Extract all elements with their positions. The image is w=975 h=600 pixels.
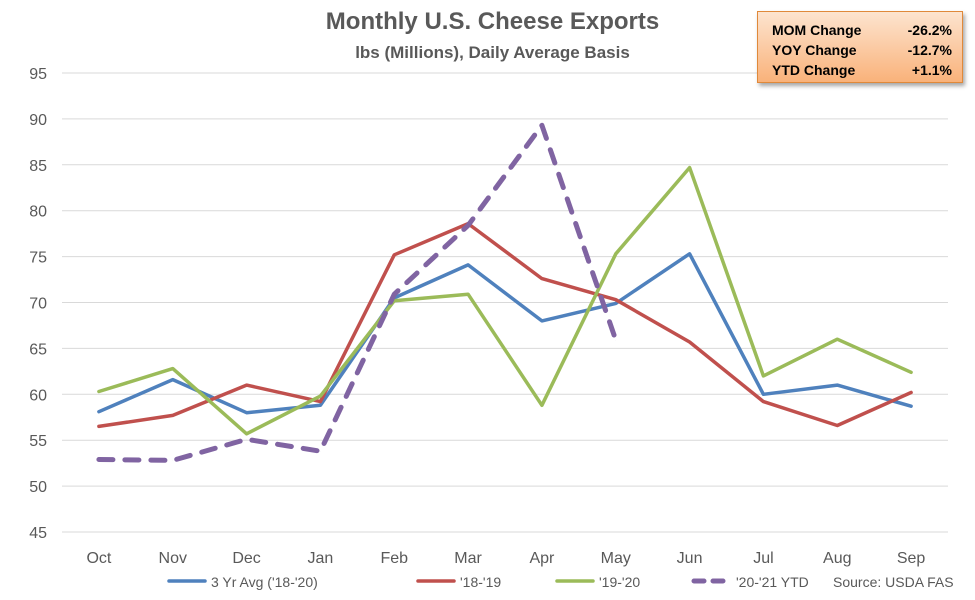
legend-label: '18-'19 (460, 574, 501, 590)
x-tick-label: Mar (454, 550, 482, 567)
y-tick-label: 55 (29, 433, 47, 450)
summary-label: MOM Change (772, 22, 862, 38)
y-tick-label: 95 (29, 66, 47, 83)
chart-subtitle: lbs (Millions), Daily Average Basis (355, 43, 630, 62)
series-lines (96, 122, 913, 463)
y-tick-label: 60 (29, 387, 47, 404)
x-tick-label: Oct (86, 550, 111, 567)
x-tick-label: Jul (753, 550, 773, 567)
series-line (97, 165, 913, 436)
x-tick-label: Jun (677, 550, 703, 567)
summary-label: YOY Change (772, 42, 857, 58)
y-tick-label: 90 (29, 112, 47, 129)
legend-label: '19-'20 (599, 574, 640, 590)
summary-row-yoy: YOY Change -12.7% (772, 40, 952, 60)
x-tick-label: May (601, 550, 631, 567)
summary-row-mom: MOM Change -26.2% (772, 20, 952, 40)
gridlines (62, 72, 948, 533)
series-line (97, 252, 913, 415)
x-tick-label: Feb (380, 550, 408, 567)
legend: 3 Yr Avg ('18-'20) '18-'19 '19-'20 '20-'21 … (167, 574, 809, 590)
y-tick-label: 45 (29, 525, 47, 542)
legend-label: '20-'21 YTD (736, 574, 809, 590)
x-tick-label: Jan (308, 550, 334, 567)
legend-label: 3 Yr Avg ('18-'20) (211, 574, 318, 590)
y-tick-label: 50 (29, 479, 47, 496)
summary-value: +1.1% (911, 62, 952, 78)
y-tick-label: 80 (29, 204, 47, 221)
y-tick-label: 75 (29, 250, 47, 267)
source-note: Source: USDA FAS (833, 574, 954, 590)
x-axis-tick-labels: Oct Nov Dec Jan Feb Mar Apr May Jun Jul Aug Sep (86, 550, 925, 567)
summary-value: -12.7% (907, 42, 952, 58)
summary-box: MOM Change -26.2% YOY Change -12.7% YTD … (757, 11, 963, 83)
x-tick-label: Dec (232, 550, 260, 567)
x-tick-label: Apr (529, 550, 555, 567)
chart-title: Monthly U.S. Cheese Exports (325, 8, 660, 35)
series-line (97, 221, 913, 429)
y-tick-label: 85 (29, 158, 47, 175)
summary-label: YTD Change (772, 62, 856, 78)
series-line (96, 122, 619, 463)
y-axis-tick-labels: 45 50 55 60 65 70 75 80 85 90 95 (29, 66, 47, 542)
x-tick-label: Aug (823, 550, 851, 567)
summary-row-ytd: YTD Change +1.1% (772, 60, 952, 80)
x-tick-label: Sep (897, 550, 926, 567)
x-tick-label: Nov (159, 550, 187, 567)
summary-value: -26.2% (907, 22, 952, 38)
y-tick-label: 65 (29, 341, 47, 358)
y-tick-label: 70 (29, 296, 47, 313)
